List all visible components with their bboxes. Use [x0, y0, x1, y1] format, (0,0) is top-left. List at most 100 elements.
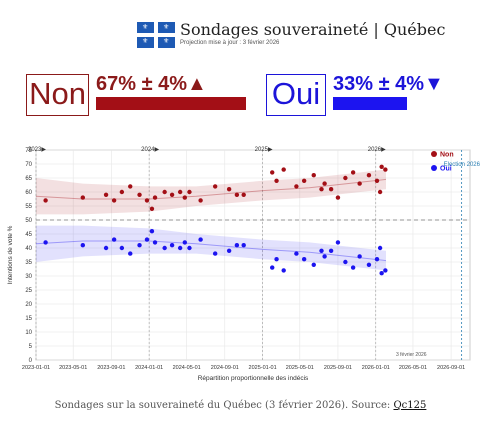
data-point-non: [281, 167, 286, 172]
year-marker-label: 2023▶: [28, 147, 46, 153]
y-tick-label: 70: [25, 162, 32, 168]
x-tick-label: 2023-09-01: [97, 365, 125, 371]
data-point-non: [119, 189, 125, 195]
data-point-oui: [128, 251, 133, 256]
data-point-non: [322, 181, 327, 186]
election-annotation: Election 2026: [444, 162, 481, 168]
confidence-band-non: [36, 169, 386, 215]
figure-caption: Sondages sur la souveraineté du Québec (…: [0, 400, 481, 411]
data-point-non: [270, 170, 275, 175]
data-point-non: [383, 167, 388, 172]
data-point-non: [374, 178, 380, 183]
data-point-non: [301, 178, 307, 183]
source-link[interactable]: Qc125: [393, 400, 427, 411]
x-tick-label: 2026-09-01: [437, 365, 465, 371]
y-tick-label: 10: [25, 330, 32, 336]
data-point-non: [182, 195, 187, 200]
data-point-non: [311, 173, 316, 178]
y-tick-label: 0: [29, 358, 33, 364]
data-point-oui: [366, 262, 372, 267]
x-tick-label: 2024-05-01: [173, 365, 201, 371]
data-point-oui: [234, 243, 240, 248]
data-point-non: [328, 187, 334, 192]
data-point-oui: [328, 248, 334, 253]
data-point-oui: [294, 251, 299, 256]
oui-projection-bar: [333, 97, 407, 110]
y-axis-label: Intentions de vote %: [7, 225, 14, 284]
data-point-non: [198, 198, 203, 203]
data-point-non: [111, 198, 117, 203]
data-point-non: [177, 189, 183, 195]
non-projection-value: 67% ± 4%▲: [96, 73, 207, 95]
date-annotation: 3 février 2026: [396, 352, 427, 358]
y-tick-label: 45: [25, 232, 32, 238]
data-point-oui: [270, 265, 275, 270]
legend-marker-oui: [431, 165, 437, 171]
y-tick-label: 25: [25, 288, 32, 294]
data-point-non: [335, 195, 341, 200]
data-point-oui: [80, 243, 86, 248]
chart-subtitle: Projection mise à jour : 3 février 2026: [180, 40, 280, 46]
chart-header: ⚜ ⚜ ⚜ ⚜ Sondages souveraineté | Québec P…: [0, 18, 481, 54]
y-tick-label: 65: [25, 176, 32, 182]
legend-marker-non: [431, 151, 437, 157]
data-point-non: [149, 206, 155, 211]
confidence-band-oui: [36, 225, 386, 271]
y-tick-label: 5: [29, 344, 33, 350]
x-tick-label: 2024-01-01: [135, 365, 163, 371]
data-point-non: [377, 189, 383, 195]
data-point-non: [43, 198, 48, 203]
caption-text: Sondages sur la souveraineté du Québec (…: [54, 400, 394, 411]
data-point-non: [241, 192, 246, 197]
data-point-oui: [137, 243, 142, 248]
data-point-non: [366, 173, 372, 178]
data-point-oui: [182, 240, 187, 245]
x-tick-label: 2026-05-01: [399, 365, 427, 371]
data-point-non: [294, 184, 299, 189]
data-point-oui: [377, 245, 383, 251]
data-point-oui: [379, 271, 384, 276]
year-marker-label: 2024▶: [141, 147, 159, 153]
data-point-oui: [319, 248, 324, 253]
data-point-non: [144, 198, 150, 203]
x-tick-label: 2023-01-01: [22, 365, 50, 371]
x-tick-label: 2024-09-01: [211, 365, 239, 371]
data-point-non: [128, 184, 133, 189]
non-label: Non: [26, 74, 89, 116]
y-tick-label: 75: [25, 148, 32, 154]
data-point-non: [137, 192, 142, 197]
data-point-oui: [374, 257, 380, 262]
oui-label: Oui: [266, 74, 326, 116]
y-tick-label: 40: [25, 246, 32, 252]
data-point-non: [103, 192, 109, 197]
y-tick-label: 30: [25, 274, 32, 280]
data-point-oui: [311, 262, 316, 267]
x-tick-label: 2025-05-01: [286, 365, 314, 371]
data-point-oui: [103, 245, 109, 251]
year-marker-label: 2025▶: [255, 147, 273, 153]
legend-label-oui: Oui: [440, 166, 452, 173]
data-point-oui: [383, 268, 388, 273]
data-point-non: [350, 170, 356, 175]
polling-chart: 0 5 10 15 20 25 30 35 40 45 50 55 60 65 70 75 2023-01-01…: [7, 147, 481, 382]
data-point-oui: [111, 237, 117, 242]
data-point-non: [226, 187, 232, 192]
y-tick-label: 35: [25, 260, 32, 266]
data-point-oui: [43, 240, 48, 245]
data-point-non: [343, 175, 348, 181]
data-point-oui: [169, 243, 175, 248]
data-point-oui: [274, 257, 279, 262]
data-point-oui: [162, 245, 167, 251]
legend-label-non: Non: [440, 152, 454, 159]
data-point-non: [234, 192, 240, 197]
data-point-oui: [281, 268, 286, 273]
data-point-non: [187, 189, 192, 195]
data-point-oui: [301, 257, 307, 262]
data-point-oui: [343, 259, 348, 265]
non-projection-bar: [96, 97, 246, 110]
data-point-non: [152, 195, 158, 200]
data-point-non: [319, 187, 324, 192]
y-tick-label: 20: [25, 302, 32, 308]
data-point-non: [80, 195, 86, 200]
data-point-oui: [357, 254, 362, 259]
